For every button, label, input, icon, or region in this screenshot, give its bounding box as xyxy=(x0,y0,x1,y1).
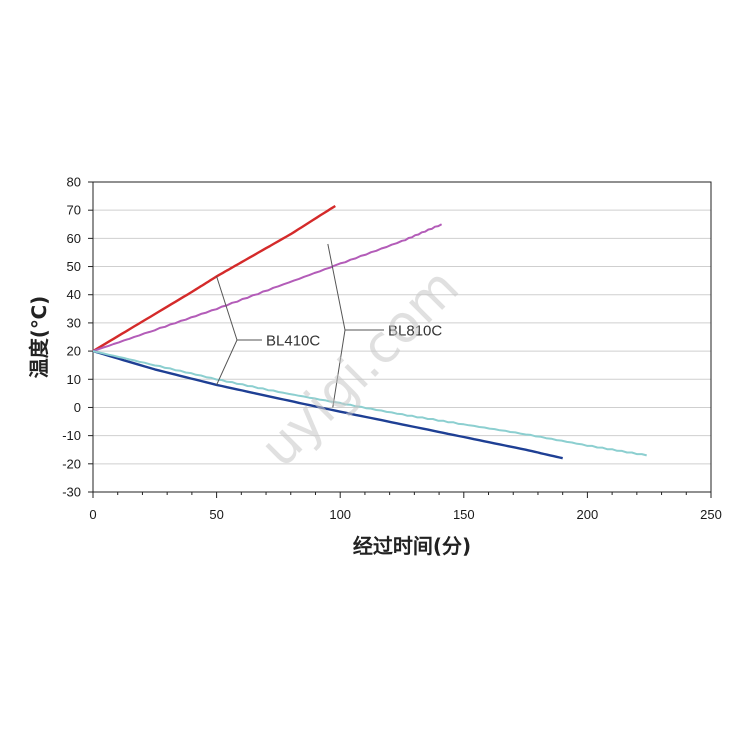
y-tick-label: 70 xyxy=(67,203,81,218)
annotation-leader xyxy=(216,339,243,386)
series-line-4 xyxy=(92,350,647,457)
watermark: uyigi.com xyxy=(249,257,470,478)
y-axis-title: 温度(℃) xyxy=(27,296,51,379)
y-tick-label: 0 xyxy=(74,400,81,415)
axis-ticks: -30 -20 -10 0 10 20 30 40 50 60 70 80 0 50 100 150 200 25… xyxy=(62,175,722,523)
y-tick-label: 50 xyxy=(67,259,81,274)
y-tick-label: 60 xyxy=(67,231,81,246)
x-tick-label: 250 xyxy=(700,507,722,522)
y-tick-label: 40 xyxy=(67,287,81,302)
x-tick-label: 100 xyxy=(329,507,351,522)
y-tick-label: 20 xyxy=(67,344,81,359)
plot-frame xyxy=(92,181,712,493)
x-axis-title: 经过时间(分) xyxy=(353,534,471,558)
x-tick-label: 200 xyxy=(577,507,599,522)
y-tick-label: -20 xyxy=(62,456,81,471)
annotations: BL410C BL810C xyxy=(216,243,442,408)
x-tick-label: 150 xyxy=(453,507,475,522)
y-tick-label: -10 xyxy=(62,428,81,443)
y-tick-label: -30 xyxy=(62,485,81,500)
x-tick-label: 0 xyxy=(89,507,96,522)
y-tick-label: 10 xyxy=(67,372,81,387)
series-line-2 xyxy=(92,223,443,353)
series-group xyxy=(92,204,647,460)
y-tick-label: 30 xyxy=(67,315,81,330)
series-line-3 xyxy=(92,349,563,460)
x-tick-label: 50 xyxy=(209,507,223,522)
annotation-label: BL810C xyxy=(388,323,442,340)
annotation-label: BL410C xyxy=(266,333,320,350)
annotation-leader xyxy=(327,243,351,331)
annotation-leader xyxy=(332,329,351,408)
series-line-1 xyxy=(92,204,336,353)
y-tick-label: 80 xyxy=(67,175,81,190)
